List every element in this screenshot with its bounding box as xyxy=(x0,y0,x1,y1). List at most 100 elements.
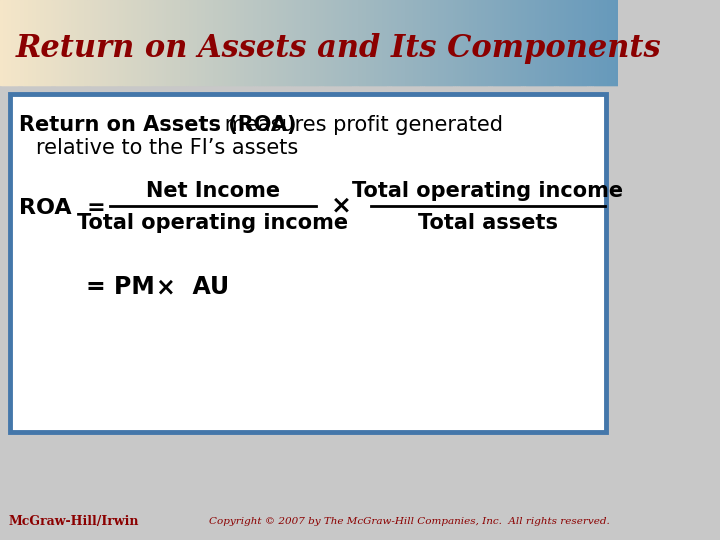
Bar xyxy=(89,0,91,85)
Bar xyxy=(379,0,382,85)
Bar xyxy=(492,0,495,85)
Bar xyxy=(184,0,186,85)
Bar xyxy=(559,0,562,85)
Bar xyxy=(148,0,151,85)
Bar xyxy=(113,0,117,85)
Bar xyxy=(330,0,333,85)
Bar xyxy=(413,0,415,85)
Bar xyxy=(229,0,232,85)
Bar xyxy=(429,0,432,85)
Bar xyxy=(532,0,535,85)
Bar xyxy=(163,0,166,85)
Bar xyxy=(602,0,605,85)
Bar xyxy=(353,0,356,85)
Bar xyxy=(109,0,112,85)
Bar xyxy=(454,0,456,85)
Bar xyxy=(173,0,176,85)
Bar xyxy=(462,0,464,85)
Text: Return on Assets and Its Components: Return on Assets and Its Components xyxy=(15,32,661,64)
Bar xyxy=(361,0,364,85)
Bar xyxy=(17,0,19,85)
Bar xyxy=(549,0,552,85)
Text: AU: AU xyxy=(176,275,229,299)
Bar xyxy=(105,0,108,85)
Bar xyxy=(307,0,310,85)
Bar xyxy=(377,0,380,85)
Bar xyxy=(505,0,508,85)
Bar xyxy=(157,0,160,85)
Bar xyxy=(262,0,265,85)
Bar xyxy=(418,0,421,85)
Bar xyxy=(490,0,493,85)
Bar xyxy=(550,0,553,85)
Bar xyxy=(74,0,77,85)
Text: McGraw-Hill/Irwin: McGraw-Hill/Irwin xyxy=(9,516,139,529)
Bar xyxy=(60,0,63,85)
Bar xyxy=(577,0,580,85)
Bar xyxy=(497,0,500,85)
Bar xyxy=(301,0,304,85)
Bar xyxy=(511,0,514,85)
Text: ROA  =: ROA = xyxy=(19,198,113,218)
Bar xyxy=(598,0,600,85)
Bar xyxy=(580,0,582,85)
Bar xyxy=(93,0,96,85)
Bar xyxy=(299,0,302,85)
Bar xyxy=(342,0,345,85)
Bar xyxy=(367,0,370,85)
Bar xyxy=(402,0,405,85)
Bar xyxy=(542,0,545,85)
Bar xyxy=(544,0,547,85)
Bar xyxy=(276,0,279,85)
Bar xyxy=(249,0,252,85)
Bar xyxy=(332,0,335,85)
Bar xyxy=(115,0,118,85)
Bar xyxy=(311,0,314,85)
Bar xyxy=(181,0,184,85)
Bar xyxy=(150,0,153,85)
Bar xyxy=(464,0,467,85)
Bar xyxy=(117,0,120,85)
Bar xyxy=(595,0,598,85)
Bar xyxy=(19,0,22,85)
Bar xyxy=(528,0,531,85)
Bar xyxy=(206,0,209,85)
Bar xyxy=(444,0,446,85)
Bar xyxy=(222,0,225,85)
Bar xyxy=(72,0,75,85)
Bar xyxy=(373,0,376,85)
Bar xyxy=(78,0,81,85)
Bar xyxy=(482,0,485,85)
Bar xyxy=(480,0,483,85)
Bar xyxy=(385,0,388,85)
Bar xyxy=(612,0,615,85)
Bar xyxy=(499,0,502,85)
Bar xyxy=(251,0,254,85)
Bar xyxy=(246,0,248,85)
Bar xyxy=(130,0,132,85)
Text: Total operating income: Total operating income xyxy=(78,213,348,233)
Bar xyxy=(243,0,246,85)
Bar xyxy=(404,0,407,85)
Bar xyxy=(348,0,351,85)
Bar xyxy=(441,0,444,85)
Bar xyxy=(346,0,349,85)
Bar xyxy=(95,0,98,85)
Bar xyxy=(447,0,450,85)
Bar xyxy=(208,0,211,85)
Bar xyxy=(140,0,143,85)
Bar xyxy=(478,0,481,85)
Bar xyxy=(356,0,359,85)
Bar xyxy=(354,0,358,85)
Bar xyxy=(340,0,343,85)
Bar xyxy=(600,0,603,85)
Bar xyxy=(39,0,42,85)
Bar xyxy=(561,0,564,85)
Bar xyxy=(472,0,475,85)
Bar xyxy=(437,0,440,85)
Bar xyxy=(336,0,339,85)
Bar xyxy=(165,0,168,85)
Bar xyxy=(2,0,5,85)
Bar xyxy=(604,0,607,85)
Bar xyxy=(363,0,366,85)
